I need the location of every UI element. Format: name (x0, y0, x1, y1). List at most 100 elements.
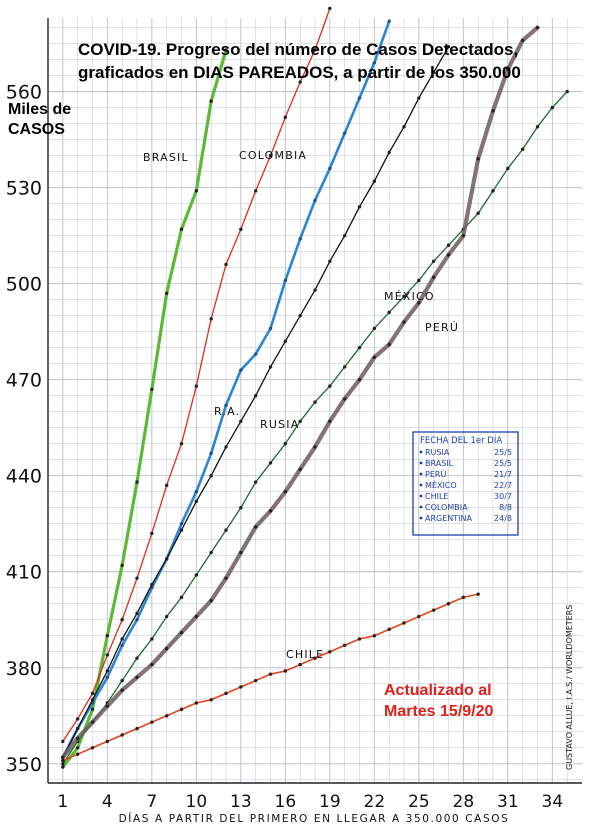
data-point-mexico (387, 310, 391, 315)
data-point-mexico (283, 442, 288, 446)
data-point-mexico (417, 278, 421, 283)
data-point-chile (446, 602, 451, 606)
data-point-peru (431, 275, 436, 279)
data-point-brasil (164, 291, 169, 295)
data-point-colombia (298, 80, 302, 84)
data-point-chile (283, 669, 288, 673)
data-point-colombia (283, 115, 288, 119)
data-point-chile (328, 650, 332, 654)
data-point-rusia (357, 205, 362, 209)
data-point-colombia (328, 6, 332, 11)
data-point-rusia (298, 313, 302, 318)
data-point-peru (105, 704, 110, 708)
data-point-chile (120, 733, 124, 737)
data-point-chile (209, 698, 213, 702)
legend-bullet (419, 461, 423, 465)
y-tick-label: 500 (6, 274, 42, 296)
series-label-colombia: COLOMBIA (239, 149, 307, 162)
data-point-chile (239, 685, 243, 689)
legend-entry-name: RUSIA (425, 448, 450, 457)
data-point-peru (372, 355, 377, 359)
data-point-peru (387, 342, 391, 347)
legend-entry-date: 25/5 (494, 459, 512, 468)
data-point-rusia (387, 150, 391, 155)
data-point-colombia (224, 262, 228, 267)
data-point-argentina (194, 490, 199, 494)
data-point-mexico (550, 105, 555, 110)
legend-entry-date: 22/7 (494, 481, 512, 490)
data-point-rusia (268, 365, 273, 369)
legend-entry-date: 21/7 (494, 470, 512, 479)
data-point-argentina (357, 96, 362, 100)
data-point-chile (313, 656, 317, 660)
data-point-chile (224, 691, 228, 696)
updated-note: Actualizado al Martes 15/9/20 (384, 680, 584, 722)
data-point-colombia (135, 576, 139, 580)
data-point-argentina (342, 131, 347, 135)
data-point-argentina (283, 278, 288, 283)
x-tick-label: 1 (57, 792, 68, 812)
data-point-argentina (328, 166, 332, 171)
data-point-mexico (209, 550, 213, 555)
data-point-chile (298, 662, 302, 667)
data-point-rusia (372, 179, 377, 183)
data-point-mexico (135, 656, 139, 660)
data-point-mexico (164, 614, 169, 619)
data-point-rusia (253, 393, 258, 398)
legend-bullet (419, 472, 423, 476)
data-point-peru (506, 67, 510, 71)
data-point-chile (105, 739, 110, 744)
y-tick-label: 530 (6, 178, 42, 200)
x-tick-label: 13 (230, 792, 252, 812)
data-point-peru (179, 630, 184, 635)
data-point-rusia (194, 499, 199, 504)
data-point-peru (164, 646, 169, 651)
data-point-argentina (387, 19, 391, 23)
data-point-colombia (253, 189, 258, 193)
data-point-mexico (565, 89, 569, 94)
data-point-mexico (431, 259, 436, 263)
x-tick-label: 7 (146, 792, 157, 812)
y-axis-label-line-1: Miles de (8, 101, 72, 118)
data-point-argentina (105, 675, 110, 680)
data-point-chile (135, 726, 139, 731)
data-point-rusia (90, 698, 95, 702)
data-point-mexico (372, 326, 377, 331)
data-point-chile (90, 746, 95, 750)
data-point-colombia (120, 618, 124, 622)
data-point-brasil (90, 707, 95, 712)
data-point-chile (342, 643, 347, 648)
data-point-argentina (298, 237, 302, 241)
data-point-peru (224, 576, 228, 580)
data-point-peru (150, 662, 154, 667)
data-point-colombia (150, 531, 154, 536)
data-point-mexico (535, 125, 540, 129)
data-point-rusia (135, 611, 139, 616)
author-credit-text: GUSTAVO ALLUÉ, I.A.S./ WORLDOMETERS (565, 604, 574, 770)
legend-entry-name: COLOMBIA (425, 503, 468, 512)
data-point-peru (446, 253, 451, 257)
data-point-chile (402, 621, 406, 625)
series-label-rusia: RUSIA (260, 418, 299, 431)
data-point-mexico (298, 419, 302, 424)
data-point-argentina (268, 326, 273, 331)
data-point-brasil (209, 99, 213, 103)
data-point-brasil (135, 480, 139, 484)
legend-box (412, 431, 519, 536)
data-point-mexico (179, 595, 184, 600)
legend-bullet (419, 494, 423, 498)
legend-entry-name: CHILE (425, 492, 448, 501)
data-point-mexico (491, 189, 495, 193)
legend-entry-date: 25/5 (494, 448, 512, 457)
x-tick-label: 22 (364, 792, 386, 812)
data-point-chile (61, 758, 65, 763)
data-point-peru (75, 736, 80, 740)
data-point-mexico (150, 637, 154, 641)
data-point-colombia (209, 317, 213, 321)
data-point-mexico (61, 762, 65, 766)
legend-entry-date: 8/8 (499, 503, 512, 512)
legend: FECHA DEL 1er DÍA RUSIA 25/5 BRASIL 25/5 PER… (412, 431, 519, 536)
data-point-chile (476, 592, 480, 596)
x-tick-label: 31 (497, 792, 519, 812)
data-point-colombia (90, 691, 95, 696)
